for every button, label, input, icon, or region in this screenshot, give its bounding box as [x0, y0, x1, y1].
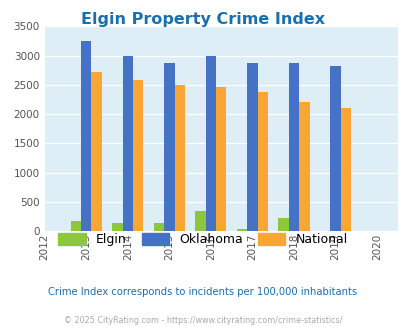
Bar: [205, 56, 215, 231]
Bar: [133, 80, 143, 231]
Bar: [215, 86, 226, 231]
Bar: [288, 63, 298, 231]
Bar: [91, 72, 102, 231]
Bar: [164, 63, 174, 231]
Text: © 2025 CityRating.com - https://www.cityrating.com/crime-statistics/: © 2025 CityRating.com - https://www.city…: [64, 316, 341, 325]
Bar: [236, 229, 247, 231]
Bar: [153, 223, 164, 231]
Bar: [298, 102, 309, 231]
Bar: [247, 63, 257, 231]
Bar: [70, 221, 81, 231]
Bar: [112, 223, 122, 231]
Bar: [81, 41, 91, 231]
Bar: [122, 56, 133, 231]
Legend: Elgin, Oklahoma, National: Elgin, Oklahoma, National: [53, 228, 352, 251]
Bar: [174, 85, 184, 231]
Bar: [257, 92, 267, 231]
Text: Crime Index corresponds to incidents per 100,000 inhabitants: Crime Index corresponds to incidents per…: [48, 287, 357, 297]
Bar: [195, 211, 205, 231]
Bar: [330, 66, 340, 231]
Bar: [340, 108, 350, 231]
Text: Elgin Property Crime Index: Elgin Property Crime Index: [81, 12, 324, 26]
Bar: [278, 218, 288, 231]
